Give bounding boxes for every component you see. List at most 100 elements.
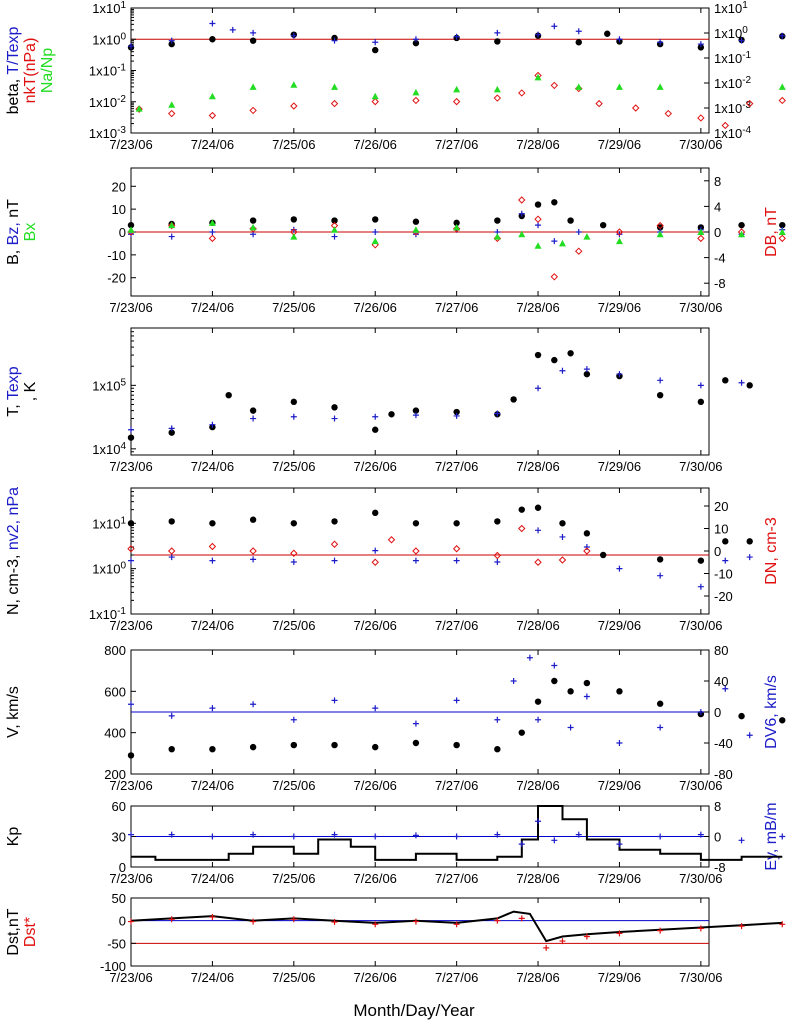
series-plus-blue: [128, 818, 786, 848]
x-tick-label: 7/29/06: [598, 871, 641, 886]
y-axis-title-line: , K: [22, 381, 39, 401]
x-tick-label: 7/26/06: [354, 137, 397, 152]
data-point-dot: [331, 518, 338, 525]
data-point-diamond: [778, 234, 786, 243]
data-point-dot: [599, 221, 607, 229]
series-plus-blue: [128, 366, 745, 433]
y-axis-title-part: Kp: [5, 827, 22, 847]
data-point-plus: [559, 938, 566, 945]
data-point-dot: [746, 538, 753, 545]
x-tick-label: 7/30/06: [679, 871, 722, 886]
data-point-dot: [249, 217, 257, 224]
data-point-dot: [453, 219, 460, 227]
y-axis-title-line: beta, T/Texp: [5, 27, 22, 115]
data-point-diamond: [135, 105, 143, 113]
y-tick-label-left: 200: [104, 767, 126, 782]
data-point-plus: [746, 554, 753, 561]
y-tick-label-right: 0: [714, 705, 721, 720]
data-point-plus: [494, 410, 501, 417]
data-point-plus: [697, 831, 704, 838]
data-point-dot: [412, 407, 420, 414]
x-tick-label: 7/25/06: [272, 459, 315, 474]
data-point-plus: [779, 921, 786, 928]
y-axis-title-right: DB, nT: [763, 207, 780, 257]
data-point-plus: [250, 918, 257, 925]
data-point-dot: [372, 743, 379, 751]
data-point-plus: [168, 425, 175, 432]
chart-panel-temperature: 7/23/06 7/24/06 7/25/06 7/26/06 7/27/06 7/28/…: [5, 327, 753, 474]
y-axis-title-line: Dst,nT: [5, 908, 22, 955]
data-point-plus: [331, 415, 338, 422]
data-point-plus: [657, 377, 664, 384]
y-axis-title-part: , K: [22, 381, 39, 401]
data-point-dot: [656, 224, 664, 231]
data-point-plus: [290, 916, 297, 923]
data-point-diamond: [664, 109, 673, 118]
y-tick-label-left: 1x100: [92, 561, 126, 577]
data-point-dot: [494, 38, 501, 45]
x-tick-label: 7/23/06: [109, 618, 152, 633]
data-point-plus: [168, 916, 175, 923]
data-point-triangle: [615, 237, 623, 245]
data-point-plus: [722, 685, 729, 692]
data-point-plus: [453, 557, 460, 564]
data-point-plus: [290, 413, 297, 420]
y-axis-title-part: Dst,nT: [5, 908, 22, 955]
data-point-plus: [372, 229, 379, 235]
y-tick-label-right: -8: [714, 276, 726, 291]
data-point-plus: [697, 925, 704, 932]
y-tick-label-left: 1x105: [92, 377, 126, 393]
x-tick-label: 7/30/06: [679, 300, 722, 315]
data-point-plus: [250, 415, 257, 422]
y-axis-title-left: beta, T/Texp nkT(nPa) Na/Np: [5, 27, 56, 115]
data-point-plus: [616, 740, 623, 746]
x-tick-label: 7/25/06: [272, 137, 315, 152]
data-point-dot: [697, 44, 705, 51]
x-tick-label: 7/27/06: [435, 459, 478, 474]
x-tick-label: 7/23/06: [109, 871, 152, 886]
y-tick-label-right: 1x10-1: [714, 50, 752, 66]
data-point-plus: [697, 583, 704, 590]
y-axis-title-part: N, cm-3,: [5, 550, 22, 615]
data-point-plus: [331, 233, 338, 240]
data-point-triangle: [518, 230, 526, 238]
data-point-diamond: [452, 97, 461, 106]
y-tick-label-right: 0: [714, 225, 721, 240]
data-point-plus: [494, 917, 501, 924]
data-point-plus: [412, 832, 419, 839]
y-axis-title-right-part: DN, cm-3: [763, 517, 780, 585]
data-point-plus: [168, 712, 175, 719]
data-point-triangle: [493, 233, 501, 240]
x-tick-label: 7/26/06: [354, 778, 397, 793]
data-point-dot: [412, 39, 420, 47]
plot-frame: [130, 897, 710, 967]
data-point-diamond: [208, 111, 217, 120]
series-triangle-green: [127, 219, 786, 249]
y-tick-label-right: 8: [714, 174, 721, 189]
data-point-triangle: [558, 239, 566, 247]
data-point-triangle: [168, 221, 176, 229]
data-point-dot: [453, 520, 460, 527]
y-axis-title-part: Na/Np: [39, 48, 56, 93]
x-tick-label: 7/29/06: [598, 137, 641, 152]
y-axis-title-part: Bz,: [5, 218, 22, 246]
data-point-triangle: [656, 83, 664, 90]
data-point-dot: [127, 434, 135, 441]
data-point-triangle: [493, 85, 501, 93]
data-point-plus: [583, 933, 590, 940]
data-point-plus: [453, 33, 460, 40]
data-point-triangle: [583, 233, 591, 240]
data-point-dot: [331, 404, 338, 411]
data-point-plus: [535, 716, 542, 723]
x-tick-label: 7/30/06: [679, 970, 722, 985]
y-axis-title-line: V, km/s: [5, 686, 22, 738]
data-point-dot: [127, 520, 135, 527]
data-point-dot: [168, 40, 175, 48]
data-point-triangle: [135, 105, 143, 112]
data-point-plus: [510, 678, 517, 684]
data-point-plus: [250, 556, 257, 563]
data-point-dot: [551, 677, 558, 685]
data-point-diamond: [518, 524, 526, 533]
data-point-plus: [412, 36, 419, 43]
data-point-dot: [518, 506, 525, 513]
